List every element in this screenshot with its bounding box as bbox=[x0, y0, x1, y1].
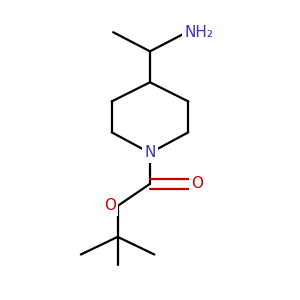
Text: N: N bbox=[144, 146, 156, 160]
Text: O: O bbox=[191, 176, 203, 191]
Text: NH₂: NH₂ bbox=[184, 25, 213, 40]
Text: O: O bbox=[104, 198, 116, 213]
